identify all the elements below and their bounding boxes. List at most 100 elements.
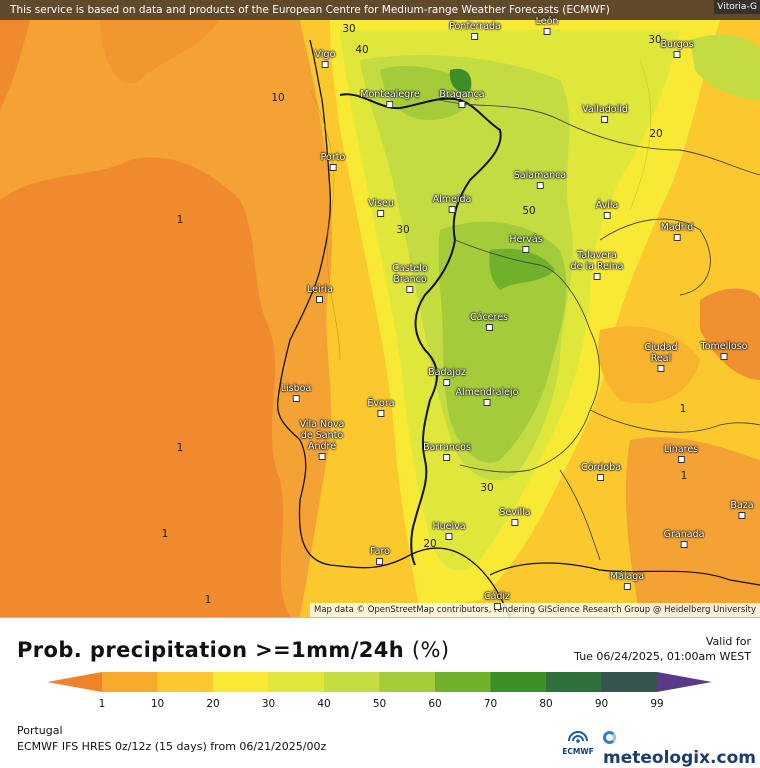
city-marker-icon bbox=[377, 210, 385, 217]
city-valladolid: Valladolid bbox=[582, 104, 628, 123]
colorbar-low-tip bbox=[47, 672, 102, 692]
city-ciudad-real: Ciudad Real bbox=[644, 342, 678, 372]
city-marker-icon bbox=[603, 212, 611, 219]
city-evora: Évora bbox=[367, 398, 395, 417]
city-marker-icon bbox=[292, 395, 300, 402]
city-vigo: Vigo bbox=[315, 49, 335, 68]
city-marker-icon bbox=[386, 101, 394, 108]
city-label: Ávila bbox=[595, 200, 619, 211]
city-caceres: Cáceres bbox=[470, 312, 508, 331]
colorbar-tick-label: 20 bbox=[206, 698, 220, 710]
city-label: Montealegre bbox=[360, 89, 420, 100]
colorbar-tick-label: 10 bbox=[150, 698, 165, 710]
city-label: Leiria bbox=[307, 284, 333, 295]
city-marker-icon bbox=[511, 519, 519, 526]
ecmwf-emblem-icon bbox=[568, 731, 588, 743]
contour-value-label: 1 bbox=[204, 594, 212, 606]
city-burgos: Burgos bbox=[660, 39, 694, 58]
city-badajoz: Badajoz bbox=[428, 367, 466, 386]
city-marker-icon bbox=[377, 410, 385, 417]
city-label: Almendralejo bbox=[455, 387, 519, 398]
colorbar-segment bbox=[601, 672, 658, 692]
city-marker-icon bbox=[376, 558, 384, 565]
city-label: Burgos bbox=[660, 39, 694, 50]
contour-value-label: 1 bbox=[176, 442, 184, 454]
city-marker-icon bbox=[593, 273, 601, 280]
city-label: Bragança bbox=[439, 89, 485, 100]
city-label: Sevilla bbox=[499, 507, 531, 518]
city-marker-icon bbox=[329, 164, 337, 171]
city-marker-icon bbox=[316, 296, 324, 303]
brand-logo[interactable]: meteologix.com bbox=[603, 728, 760, 768]
city-marker-icon bbox=[471, 33, 479, 40]
city-granada: Granada bbox=[663, 529, 705, 548]
city-label: Lisboa bbox=[280, 383, 312, 394]
corner-place-label: Vitoria-G bbox=[714, 0, 760, 14]
valid-for-label: Valid for bbox=[705, 635, 751, 648]
city-faro: Faro bbox=[370, 546, 390, 565]
city-almendralejo: Almendralejo bbox=[455, 387, 519, 406]
region-name: Portugal bbox=[17, 724, 63, 737]
ecmwf-logo-text: ECMWF bbox=[562, 747, 594, 756]
model-info: ECMWF IFS HRES 0z/12z (15 days) from 06/… bbox=[17, 740, 327, 753]
city-tomelloso: Tomelloso bbox=[701, 341, 747, 360]
colorbar-segment bbox=[546, 672, 602, 692]
city-linares: Linares bbox=[664, 444, 698, 463]
ecmwf-logo: ECMWF bbox=[560, 727, 596, 756]
colorbar-tick-label: 90 bbox=[594, 698, 609, 710]
contour-value-label: 30 bbox=[648, 34, 662, 46]
city-label: André bbox=[307, 441, 337, 452]
city-barrancos: Barrancos bbox=[423, 442, 471, 461]
city-label: Viseu bbox=[368, 198, 394, 209]
legend-panel: Prob. precipitation >=1mm/24h (%) Valid … bbox=[0, 617, 760, 768]
city-label: Granada bbox=[663, 529, 705, 540]
colorbar-segment bbox=[268, 672, 325, 692]
city-label: de la Reina bbox=[570, 261, 624, 272]
colorbar-segment bbox=[379, 672, 436, 692]
city-marker-icon bbox=[458, 101, 466, 108]
city-almeida: Almeida bbox=[432, 194, 472, 213]
city-marker-icon bbox=[738, 512, 746, 519]
colorbar-high-tip bbox=[657, 672, 712, 692]
city-label: Almeida bbox=[432, 194, 472, 205]
map-data-attribution[interactable]: Map data © OpenStreetMap contributors, r… bbox=[310, 603, 760, 617]
city-hervas: Hervás bbox=[509, 234, 543, 253]
contour-value-label: 1 bbox=[161, 528, 169, 540]
city-label: Linares bbox=[663, 444, 699, 455]
contour-value-label: 20 bbox=[649, 128, 663, 140]
colorbar-segment bbox=[213, 672, 269, 692]
city-marker-icon bbox=[677, 456, 685, 463]
city-marker-icon bbox=[321, 61, 329, 68]
city-marker-icon bbox=[483, 399, 491, 406]
title-unit: (%) bbox=[411, 638, 450, 662]
city-label: Castelo bbox=[392, 263, 428, 274]
color-scale-bar bbox=[47, 672, 712, 692]
forecast-map[interactable]: This service is based on data and produc… bbox=[0, 0, 760, 617]
colorbar-segment bbox=[324, 672, 380, 692]
city-label: Ciudad bbox=[644, 342, 678, 353]
city-leiria: Leiria bbox=[307, 284, 333, 303]
city-label: Ponferrada bbox=[449, 21, 501, 32]
city-label: Hervás bbox=[509, 234, 543, 245]
colorbar-segment bbox=[102, 672, 158, 692]
city-marker-icon bbox=[443, 454, 451, 461]
city-salamanca: Salamanca bbox=[514, 170, 566, 189]
city-marker-icon bbox=[673, 234, 681, 241]
contour-value-label: 30 bbox=[396, 224, 410, 236]
city-marker-icon bbox=[536, 182, 544, 189]
colorbar-tick-label: 40 bbox=[317, 698, 331, 710]
title-text: Prob. precipitation >=1mm/24h bbox=[17, 638, 405, 662]
city-marker-icon bbox=[445, 533, 453, 540]
city-marker-icon bbox=[318, 453, 326, 460]
valid-time: Tue 06/24/2025, 01:00am WEST bbox=[574, 650, 751, 663]
city-marker-icon bbox=[657, 365, 665, 372]
contour-value-label: 50 bbox=[522, 205, 536, 217]
city-label: Vila Nova bbox=[299, 419, 345, 430]
city-viseu: Viseu bbox=[368, 198, 394, 217]
city-montealegre: Montealegre bbox=[360, 89, 420, 108]
colorbar-segment bbox=[435, 672, 491, 692]
city-label: Talavera bbox=[577, 250, 617, 261]
city-label: Baza bbox=[730, 500, 754, 511]
city-label: León bbox=[535, 16, 559, 27]
colorbar-tick-label: 70 bbox=[483, 698, 498, 710]
